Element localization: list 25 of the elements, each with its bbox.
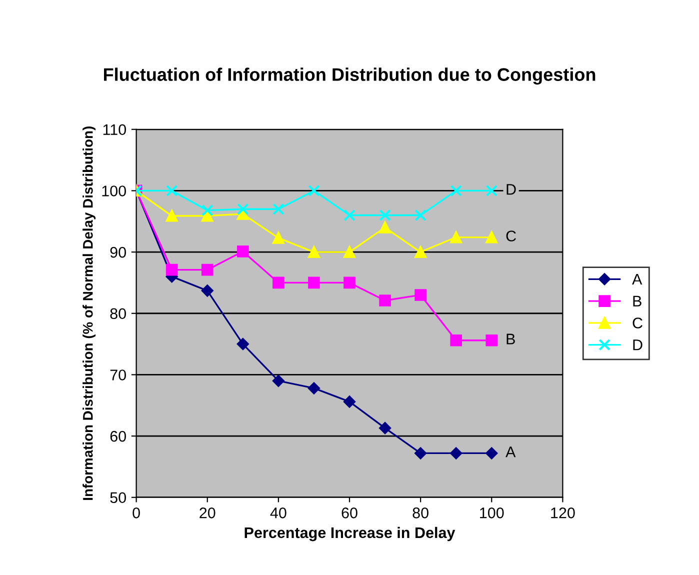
x-tick-label: 40	[270, 508, 286, 518]
x-tick-label: 20	[200, 508, 216, 518]
legend-label: C	[632, 318, 642, 328]
y-axis-title: Information Distribution (% of Normal Delay Distribution)	[82, 126, 96, 500]
x-axis-title: Percentage Increase in Delay	[244, 526, 456, 542]
x-tick-label: 100	[480, 508, 504, 518]
y-tick-label: 100	[102, 186, 126, 196]
y-tick-label: 50	[110, 492, 126, 504]
x-tick-label: 80	[412, 508, 428, 518]
text: D	[506, 184, 516, 195]
x-tick-label: 0	[132, 508, 140, 518]
legend-label: B	[633, 296, 642, 306]
text: B	[506, 334, 515, 344]
y-tick-label: 90	[110, 246, 126, 258]
text: A	[506, 446, 516, 458]
text: C	[506, 230, 516, 242]
chart-title: Fluctuation of Information Distribution due to Congestion	[104, 68, 596, 85]
x-tick-label: 120	[551, 508, 575, 518]
legend-label: A	[632, 274, 642, 285]
y-tick-label: 60	[110, 430, 126, 442]
y-tick-label: 80	[110, 308, 126, 320]
y-tick-label: 70	[110, 370, 126, 380]
x-tick-label: 60	[342, 508, 358, 518]
legend-label: D	[633, 340, 642, 350]
y-tick-label: 110	[103, 124, 126, 136]
